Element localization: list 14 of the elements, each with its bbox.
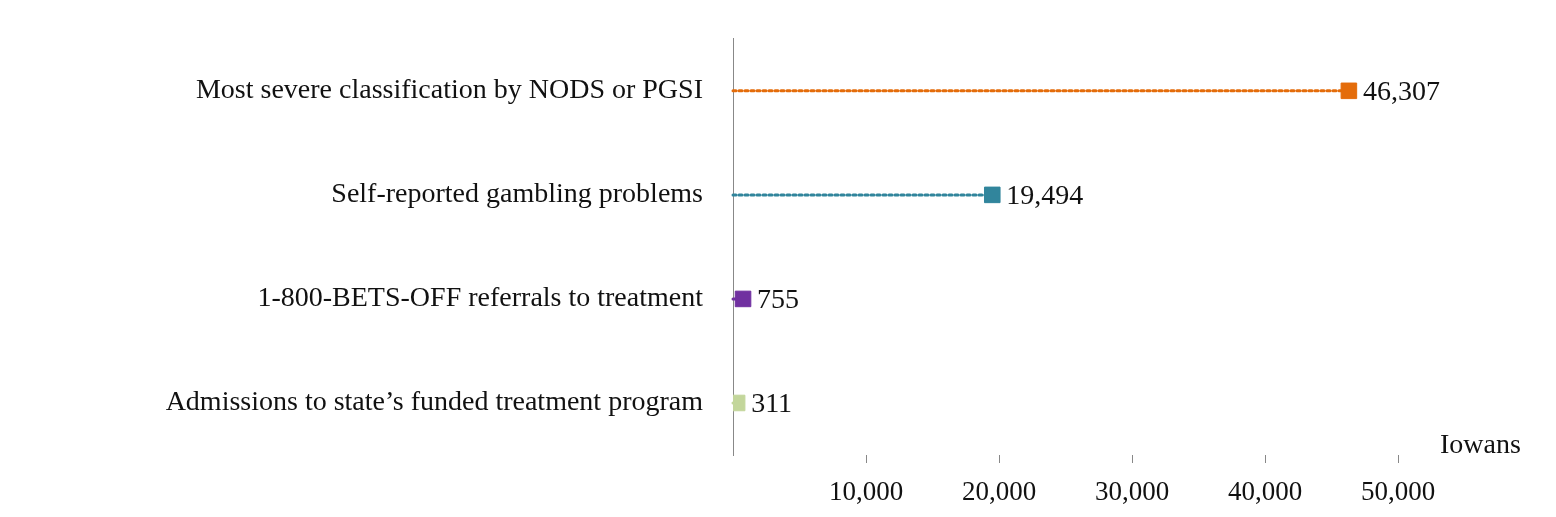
x-tick-label: 40,000	[1227, 476, 1303, 507]
x-tick-label: 10,000	[828, 476, 904, 507]
data-label: 46,307	[1362, 75, 1440, 107]
x-tick-label: 50,000	[1360, 476, 1436, 507]
y-tick-label: Admissions to state’s funded treatment program	[165, 385, 704, 417]
data-label: 19,494	[1006, 179, 1084, 211]
y-tick-label: 1-800-BETS-OFF referrals to treatment	[257, 281, 704, 313]
y-tick-label: Self-reported gambling problems	[331, 177, 703, 209]
x-tick-label: 30,000	[1094, 476, 1170, 507]
y-tick-label: Most severe classification by NODS or PGSI	[195, 73, 703, 105]
data-label: 311	[751, 387, 793, 419]
data-label: 755	[757, 283, 800, 315]
x-tick-label: 20,000	[961, 476, 1037, 507]
x-axis-title: Iowans	[1440, 428, 1521, 459]
